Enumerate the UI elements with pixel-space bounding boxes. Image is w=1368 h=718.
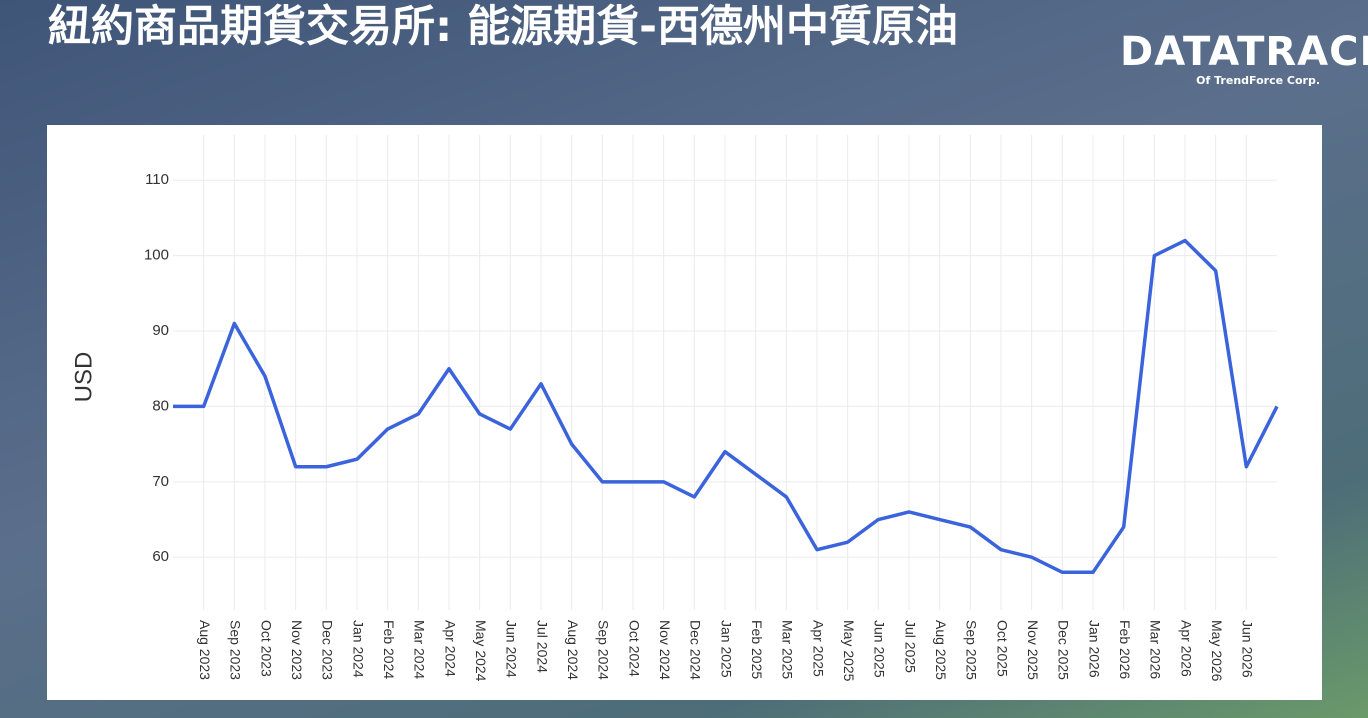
x-tick-label: Aug 2025 (933, 620, 949, 680)
y-tick-label: 70 (152, 473, 169, 490)
x-tick-label: Oct 2023 (258, 620, 274, 677)
panel (47, 125, 1322, 700)
logo: DATATRACK Of TrendForce Corp. (1120, 29, 1368, 87)
y-tick-label: 110 (145, 171, 169, 188)
x-tick-label: Feb 2024 (381, 620, 397, 679)
x-tick-label: Aug 2023 (197, 620, 213, 680)
x-tick-label: Jun 2025 (872, 620, 888, 678)
x-tick-label: Apr 2026 (1178, 620, 1194, 677)
y-axis-label: USD (70, 352, 97, 403)
x-tick-label: Sep 2024 (596, 620, 612, 680)
x-tick-label: Jan 2024 (350, 620, 366, 678)
x-tick-label: Sep 2023 (228, 620, 244, 680)
y-tick-label: 90 (152, 322, 169, 339)
y-tick-label: 80 (152, 397, 169, 414)
x-tick-label: Jun 2026 (1240, 620, 1256, 678)
y-tick-label: 60 (152, 548, 169, 565)
x-tick-label: Dec 2025 (1056, 620, 1072, 680)
x-tick-label: Sep 2025 (964, 620, 980, 680)
x-tick-label: Nov 2025 (1025, 620, 1041, 680)
x-tick-label: Jul 2024 (534, 620, 550, 673)
y-tick-label: 100 (144, 247, 169, 264)
x-tick-label: Oct 2024 (626, 620, 642, 677)
logo-tagline: Of TrendForce Corp. (1196, 74, 1320, 87)
x-tick-label: May 2024 (473, 620, 489, 682)
x-tick-label: Nov 2024 (657, 620, 673, 680)
x-tick-label: Mar 2025 (780, 620, 796, 679)
x-tick-label: Apr 2024 (442, 620, 458, 677)
x-tick-label: May 2026 (1209, 620, 1225, 682)
x-tick-label: Apr 2025 (810, 620, 826, 677)
line (173, 238, 1279, 575)
x-tick-label: Jan 2025 (718, 620, 734, 678)
x-tick-label: Mar 2024 (412, 620, 428, 679)
x-tick-label: Feb 2026 (1117, 620, 1133, 679)
x-tick-label: Oct 2025 (994, 620, 1010, 677)
x-tick-label: Dec 2024 (688, 620, 704, 680)
x-tick-label: Jul 2025 (902, 620, 918, 673)
x-tick-label: Jan 2026 (1086, 620, 1102, 678)
x-tick-label: Dec 2023 (320, 620, 336, 680)
x-tick-label: Jun 2024 (504, 620, 520, 678)
x-tick-label: Mar 2026 (1148, 620, 1164, 679)
x-tick-label: May 2025 (841, 620, 857, 682)
chart: USD 60 70 80 90 100 110 Aug 2023 Sep 2023 Oct 20… (47, 125, 1322, 700)
x-tick-label: Aug 2024 (565, 620, 581, 680)
chart-title: 紐約商品期貨交易所: 能源期貨-西德州中質原油 (48, 2, 959, 52)
x-tick-label: Feb 2025 (749, 620, 765, 679)
logo-name: DATATRACK (1120, 29, 1368, 75)
x-tick-label: Nov 2023 (289, 620, 305, 680)
